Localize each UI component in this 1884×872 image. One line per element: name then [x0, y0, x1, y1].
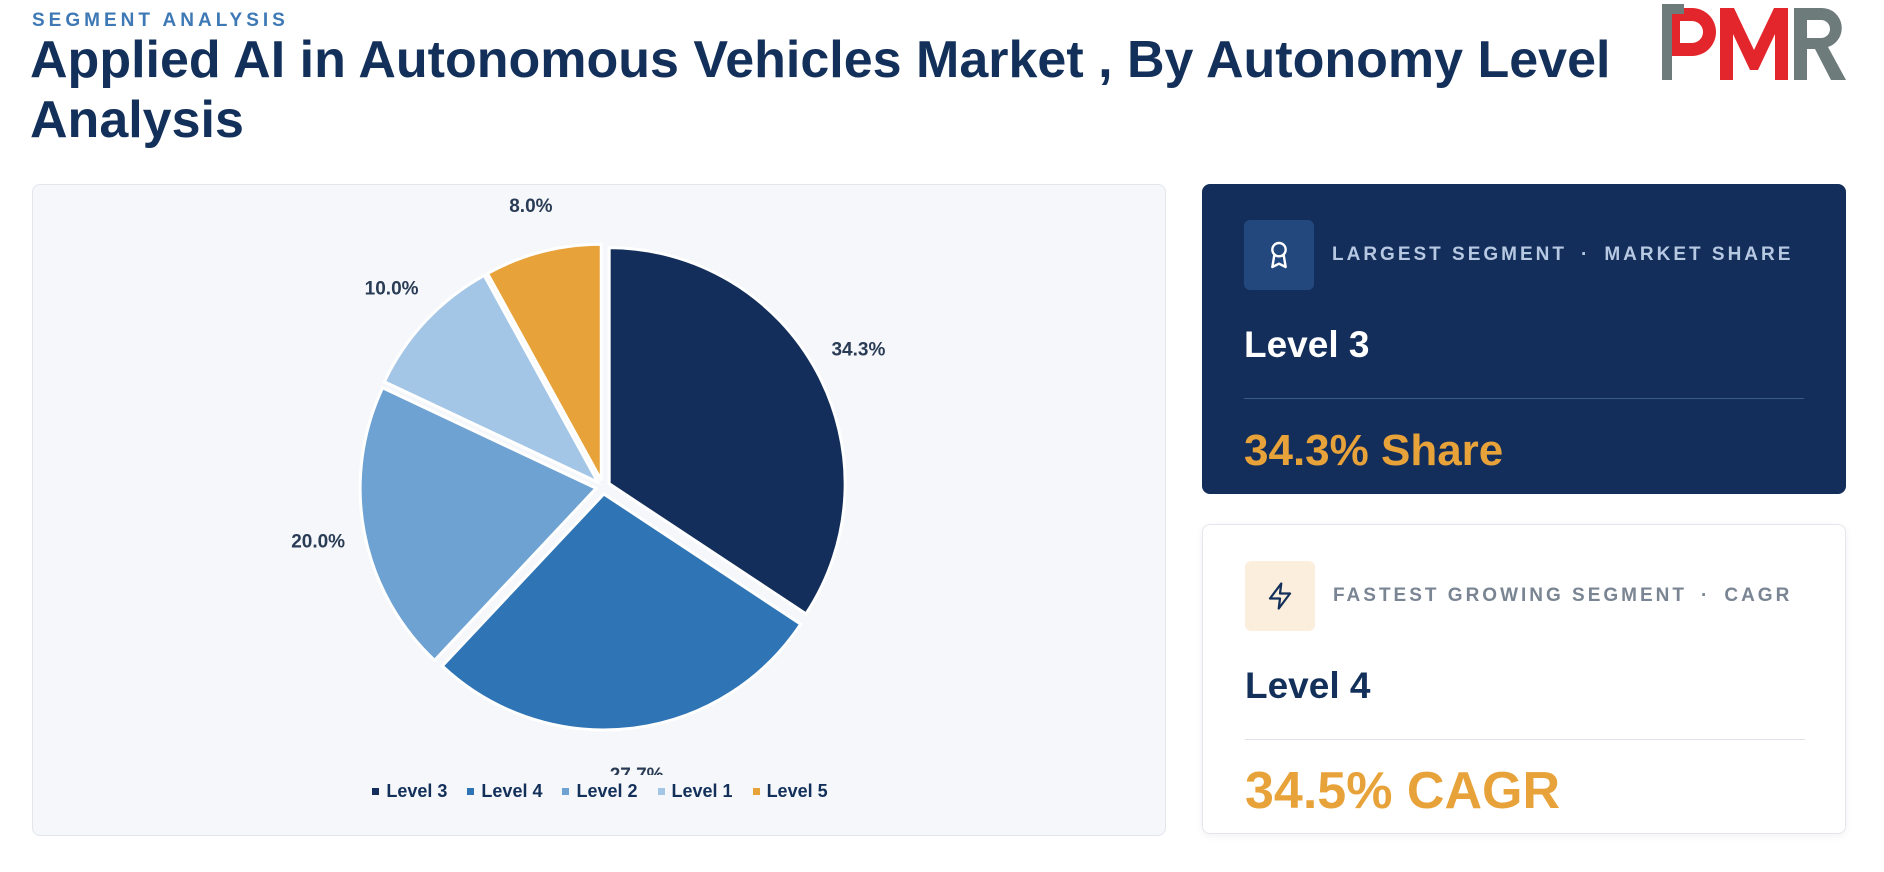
fastest-growing-card: FASTEST GROWING SEGMENT · CAGR Level 4 34.… — [1202, 524, 1846, 834]
page-title: Applied AI in Autonomous Vehicles Market… — [30, 31, 1611, 149]
legend-swatch — [657, 788, 665, 795]
fastest-growing-label: FASTEST GROWING SEGMENT · CAGR — [1333, 585, 1793, 606]
legend-label: Level 5 — [766, 781, 828, 801]
pie-data-label: 20.0% — [291, 531, 345, 552]
pie-slice-level-2 — [358, 385, 599, 663]
largest-segment-value: Level 3 — [1244, 324, 1370, 365]
legend-item: Level 2 — [562, 781, 638, 802]
pie-slice-level-3 — [607, 246, 847, 616]
card-divider — [1245, 739, 1805, 740]
legend-swatch — [562, 788, 570, 795]
largest-segment-share: 34.3% Share — [1244, 426, 1504, 475]
chart-legend: Level 3 Level 4 Level 2 Level 1 Level 5 — [33, 781, 1167, 802]
dmr-logo — [1662, 4, 1846, 80]
pie-data-label: 10.0% — [365, 278, 419, 299]
card-divider — [1244, 398, 1804, 399]
pie-slice-level-1 — [382, 273, 602, 486]
lightning-bolt-icon — [1268, 582, 1292, 610]
largest-segment-card: LARGEST SEGMENT · MARKET SHARE Level 3 34.… — [1202, 184, 1846, 494]
legend-item: Level 1 — [657, 781, 733, 802]
pie-data-label: 34.3% — [831, 340, 885, 361]
pie-chart: 34.3% 27.7% 20.0% 10.0% 8.0% — [291, 196, 885, 775]
fastest-growing-cagr: 34.5% CAGR — [1245, 762, 1560, 820]
legend-swatch — [467, 788, 475, 795]
legend-label: Level 1 — [671, 781, 733, 801]
fastest-growing-value: Level 4 — [1245, 665, 1371, 706]
legend-item: Level 4 — [467, 781, 542, 802]
legend-label: Level 3 — [386, 781, 448, 801]
award-icon-box — [1244, 220, 1314, 290]
largest-segment-label: LARGEST SEGMENT · MARKET SHARE — [1332, 244, 1794, 265]
legend-swatch — [372, 788, 380, 795]
legend-label: Level 2 — [576, 781, 638, 801]
pie-data-label: 8.0% — [509, 196, 552, 217]
legend-item: Level 3 — [372, 781, 447, 802]
section-eyebrow: SEGMENT ANALYSIS — [32, 10, 289, 31]
legend-swatch — [752, 788, 760, 795]
pie-slice-level-5 — [485, 242, 603, 481]
legend-label: Level 4 — [481, 781, 543, 801]
award-ribbon-icon — [1271, 241, 1287, 269]
pie-data-label: 27.7% — [610, 765, 664, 775]
lightning-icon-box — [1245, 561, 1315, 631]
pie-slice-level-4 — [440, 492, 803, 732]
legend-item: Level 5 — [752, 781, 828, 802]
